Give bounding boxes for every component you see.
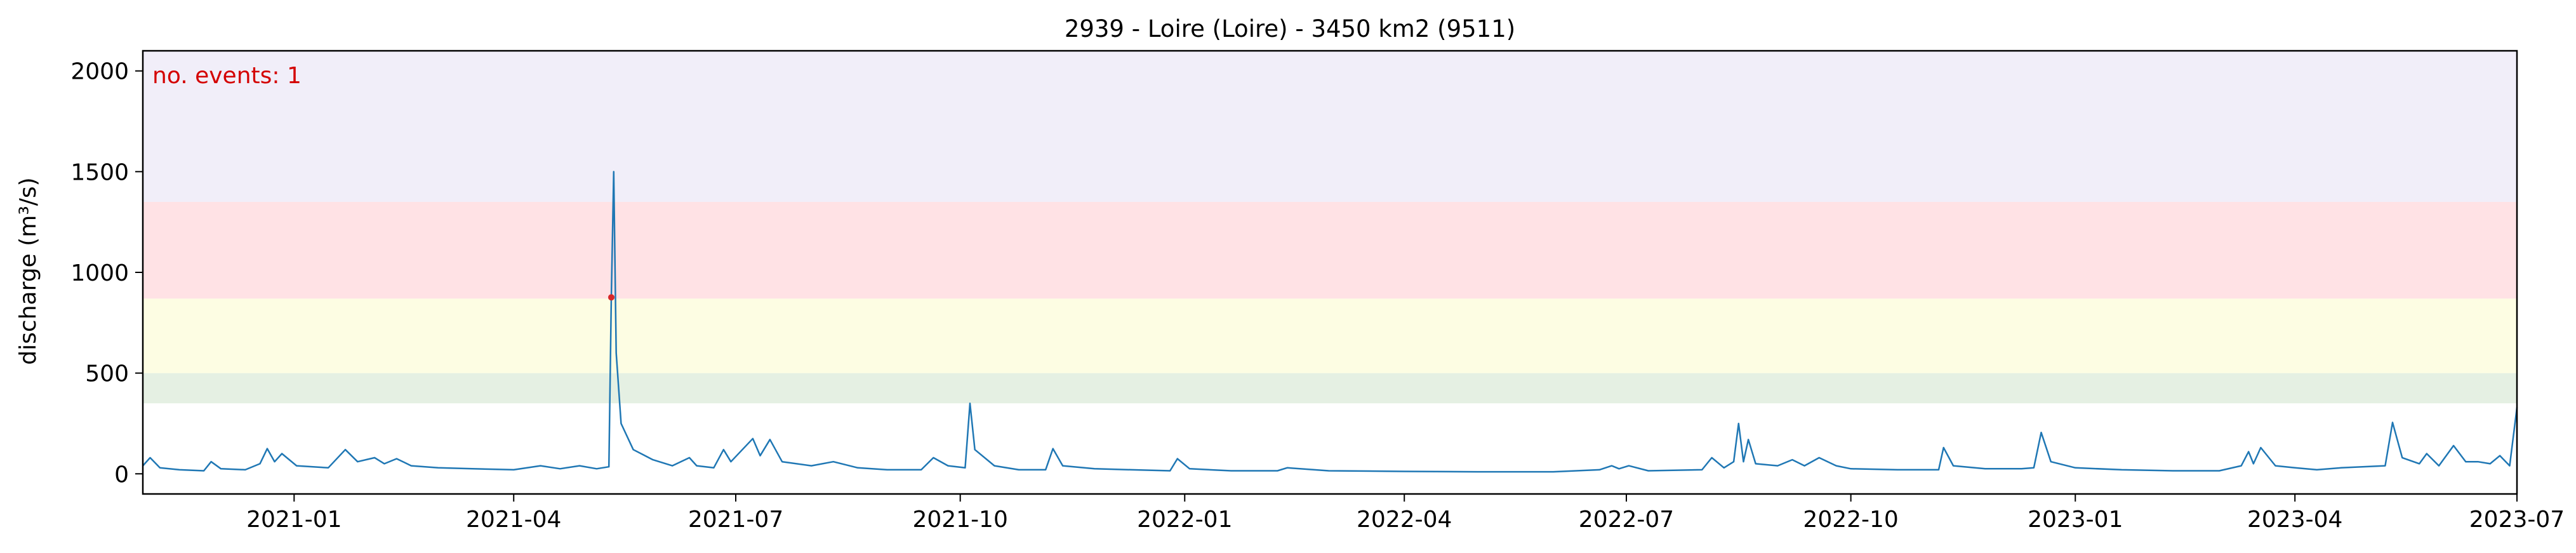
y-axis: 0 500 1000 1500 2000 <box>70 59 143 488</box>
threshold-band-2 <box>143 201 2517 299</box>
y-axis-label: discharge (m³/s) <box>15 177 41 364</box>
x-tick-label-0: 2021-01 <box>246 507 342 533</box>
x-tick-label-1: 2021-04 <box>466 507 561 533</box>
chart-title: 2939 - Loire (Loire) - 3450 km2 (9511) <box>1065 15 1515 43</box>
x-tick-label-4: 2022-01 <box>1137 507 1232 533</box>
x-tick-label-10: 2023-07 <box>2469 507 2565 533</box>
y-tick-label-0: 0 <box>114 462 129 488</box>
series-line-0 <box>142 171 2518 473</box>
y-tick-label-4: 2000 <box>70 59 129 85</box>
x-tick-label-7: 2022-10 <box>1803 507 1898 533</box>
y-tick-label-3: 1500 <box>70 159 129 185</box>
event-count-annotation: no. events: 1 <box>152 63 302 89</box>
event-markers <box>608 294 615 301</box>
x-tick-label-6: 2022-07 <box>1579 507 1674 533</box>
threshold-bands <box>143 51 2517 404</box>
x-tick-label-3: 2021-10 <box>912 507 1007 533</box>
y-tick-label-2: 1000 <box>70 260 129 286</box>
x-axis: 2021-01 2021-04 2021-07 2021-10 2022-01 2022-… <box>246 494 2565 533</box>
x-tick-label-8: 2023-01 <box>2028 507 2123 533</box>
threshold-band-1 <box>143 298 2517 373</box>
threshold-band-0 <box>143 373 2517 404</box>
x-tick-label-2: 2021-07 <box>688 507 783 533</box>
threshold-band-3 <box>143 51 2517 202</box>
event-marker-0 <box>608 294 615 301</box>
y-tick-label-1: 500 <box>85 361 129 387</box>
x-tick-label-9: 2023-04 <box>2247 507 2342 533</box>
series-line-layer <box>142 171 2518 473</box>
x-tick-label-5: 2022-04 <box>1357 507 1452 533</box>
